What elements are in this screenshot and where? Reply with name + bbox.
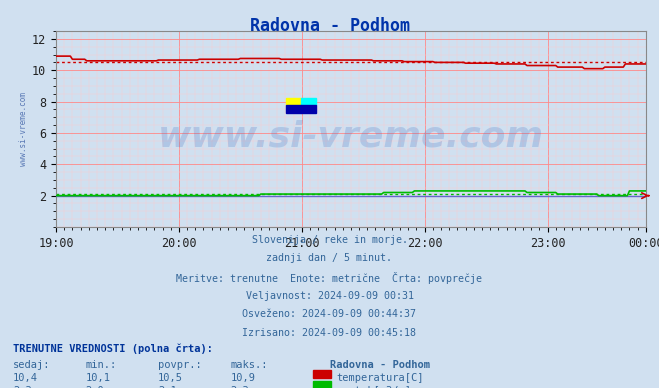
Text: 2,0: 2,0 (86, 386, 104, 388)
Text: Radovna - Podhom: Radovna - Podhom (330, 360, 430, 370)
Text: Veljavnost: 2024-09-09 00:31: Veljavnost: 2024-09-09 00:31 (246, 291, 413, 301)
Text: Slovenija / reke in morje.: Slovenija / reke in morje. (252, 235, 407, 245)
Text: www.si-vreme.com: www.si-vreme.com (158, 120, 544, 154)
Text: 10,4: 10,4 (13, 373, 38, 383)
Text: 10,1: 10,1 (86, 373, 111, 383)
Text: 2,3: 2,3 (231, 386, 249, 388)
Bar (286, 106, 301, 113)
Text: Osveženo: 2024-09-09 00:44:37: Osveženo: 2024-09-09 00:44:37 (243, 309, 416, 319)
Text: TRENUTNE VREDNOSTI (polna črta):: TRENUTNE VREDNOSTI (polna črta): (13, 343, 213, 354)
Text: 10,9: 10,9 (231, 373, 256, 383)
Text: 2,1: 2,1 (158, 386, 177, 388)
Bar (301, 106, 316, 113)
Text: zadnji dan / 5 minut.: zadnji dan / 5 minut. (266, 253, 393, 263)
Text: sedaj:: sedaj: (13, 360, 51, 370)
Text: povpr.:: povpr.: (158, 360, 202, 370)
Text: 10,5: 10,5 (158, 373, 183, 383)
Text: pretok[m3/s]: pretok[m3/s] (336, 386, 411, 388)
Text: Izrisano: 2024-09-09 00:45:18: Izrisano: 2024-09-09 00:45:18 (243, 328, 416, 338)
Text: min.:: min.: (86, 360, 117, 370)
Text: www.si-vreme.com: www.si-vreme.com (19, 92, 28, 166)
Text: 2,3: 2,3 (13, 386, 32, 388)
Bar (301, 98, 316, 106)
Bar (286, 98, 301, 106)
Text: Radovna - Podhom: Radovna - Podhom (250, 17, 409, 35)
Text: Meritve: trenutne  Enote: metrične  Črta: povprečje: Meritve: trenutne Enote: metrične Črta: … (177, 272, 482, 284)
Text: temperatura[C]: temperatura[C] (336, 373, 424, 383)
Text: maks.:: maks.: (231, 360, 268, 370)
